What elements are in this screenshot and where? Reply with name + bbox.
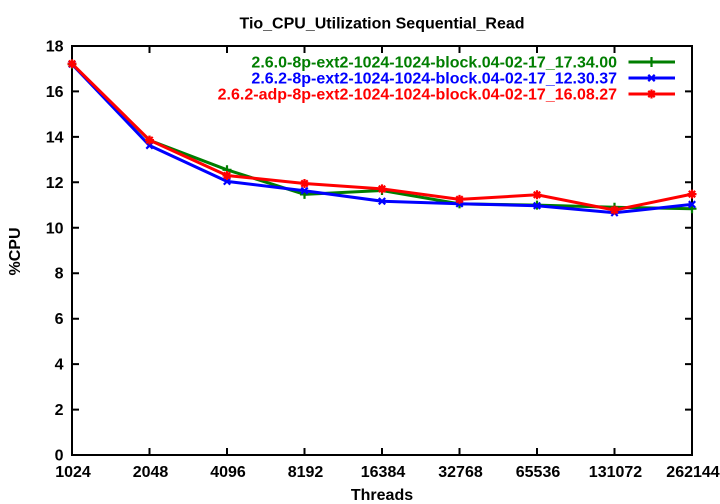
svg-text:32768: 32768 [438,464,483,481]
svg-text:0: 0 [55,448,64,465]
svg-text:18: 18 [46,39,64,56]
svg-text:%CPU: %CPU [7,227,24,275]
svg-text:6: 6 [55,311,64,328]
svg-text:10: 10 [46,220,64,237]
svg-text:65536: 65536 [516,464,561,481]
svg-text:4: 4 [55,357,64,374]
svg-text:16: 16 [46,84,64,101]
svg-text:16384: 16384 [361,464,406,481]
svg-text:2: 2 [55,402,64,419]
svg-text:14: 14 [46,129,64,146]
svg-text:2.6.2-adp-8p-ext2-1024-1024-bl: 2.6.2-adp-8p-ext2-1024-1024-block.04-02-… [218,87,617,104]
svg-text:8192: 8192 [288,464,324,481]
svg-text:2.6.0-8p-ext2-1024-1024-block.: 2.6.0-8p-ext2-1024-1024-block.04-02-17_1… [251,55,617,72]
svg-text:Threads: Threads [351,487,413,504]
svg-text:1024: 1024 [55,464,91,481]
svg-text:2.6.2-8p-ext2-1024-1024-block.: 2.6.2-8p-ext2-1024-1024-block.04-02-17_1… [251,71,617,88]
svg-text:131072: 131072 [589,464,642,481]
svg-text:262144: 262144 [666,464,719,481]
svg-text:8: 8 [55,266,64,283]
svg-text:2048: 2048 [133,464,169,481]
svg-text:4096: 4096 [210,464,246,481]
svg-text:12: 12 [46,175,64,192]
svg-text:Tio_CPU_Utilization Sequential: Tio_CPU_Utilization Sequential_Read [239,16,524,33]
